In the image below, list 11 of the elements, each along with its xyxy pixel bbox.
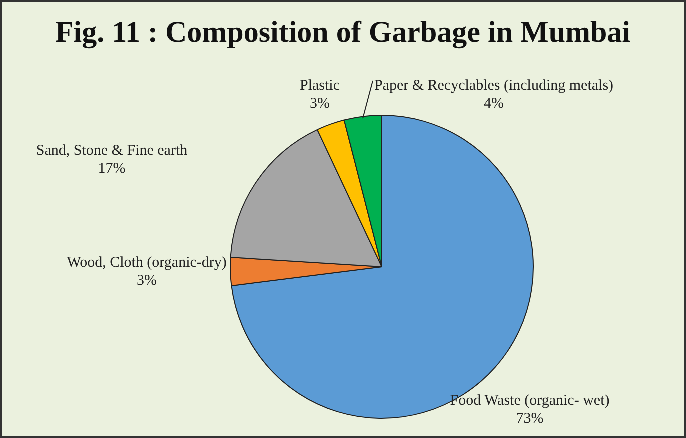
- slice-label: Paper & Recyclables (including metals): [374, 78, 614, 94]
- slice-label: Sand, Stone & Fine earth: [36, 142, 188, 159]
- chart-title: Fig. 11 : Composition of Garbage in Mumbai: [54, 16, 632, 50]
- data-label: 73%: [516, 410, 544, 427]
- data-label: 3%: [137, 272, 157, 289]
- slice-label: Plastic: [300, 78, 340, 94]
- data-label: 3%: [310, 96, 330, 112]
- slice-label: Food Waste (organic- wet): [450, 392, 610, 409]
- slice-label: Wood, Cloth (organic-dry): [67, 254, 227, 271]
- data-label: 4%: [484, 96, 504, 112]
- data-label: 17%: [98, 160, 126, 177]
